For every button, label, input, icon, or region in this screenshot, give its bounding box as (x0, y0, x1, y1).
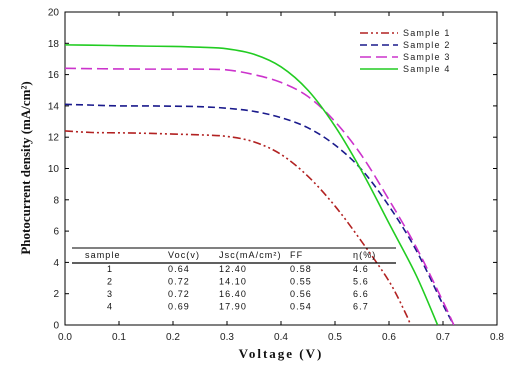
x-tick-label: 0.4 (274, 332, 288, 343)
y-tick-label: 16 (48, 70, 60, 81)
y-tick-label: 18 (48, 39, 60, 50)
x-tick-label: 0.0 (58, 332, 72, 343)
series-line-sample-3 (65, 67, 455, 325)
table-cell: 4.6 (353, 264, 369, 274)
x-tick-label: 0.7 (436, 332, 450, 343)
table-cell: 0.72 (168, 277, 190, 287)
table-cell: 0.64 (168, 264, 190, 274)
y-tick-label: 10 (48, 164, 60, 175)
table-cell: 0.56 (290, 289, 312, 299)
legend-label: Sample 2 (403, 40, 451, 50)
table-cell: 0.58 (290, 264, 312, 274)
legend-label: Sample 3 (403, 52, 451, 62)
axis-tick-labels: 0.0 0.1 0.2 0.3 0.4 0.5 0.6 0.7 0.80246810121416… (48, 8, 505, 344)
y-tick-label: 6 (53, 227, 59, 238)
series-line-sample-2 (65, 103, 455, 325)
y-tick-label: 8 (53, 195, 59, 206)
y-axis-title: Photocurrent density (mA/cm²) (18, 81, 33, 254)
table-header-cell: FF (290, 250, 303, 260)
table-cell: 1 (107, 264, 113, 274)
legend-label: Sample 4 (403, 64, 451, 74)
y-tick-label: 0 (53, 321, 59, 332)
x-tick-label: 0.3 (220, 332, 234, 343)
legend: Sample 1 Sample 2 Sample 3 Sample 4 (360, 28, 451, 74)
table-cell: 2 (107, 277, 113, 287)
series-line-sample-1 (65, 130, 412, 325)
table-cell: 0.54 (290, 302, 312, 312)
table-cell: 6.7 (353, 302, 369, 312)
x-axis-title: Voltage (V) (239, 346, 324, 361)
y-tick-label: 12 (48, 133, 60, 144)
table-cell: 0.72 (168, 289, 190, 299)
table-header-cell: sample (85, 250, 121, 260)
x-tick-label: 0.6 (382, 332, 396, 343)
legend-label: Sample 1 (403, 28, 451, 38)
table-cell: 4 (107, 302, 113, 312)
table-cell: 0.69 (168, 302, 190, 312)
table-cell: 17.90 (219, 302, 247, 312)
table-cell: 12.40 (219, 264, 247, 274)
x-tick-label: 0.1 (112, 332, 126, 343)
y-tick-label: 4 (53, 258, 59, 269)
x-tick-label: 0.5 (328, 332, 342, 343)
table-cell: 5.6 (353, 277, 369, 287)
x-tick-label: 0.8 (490, 332, 504, 343)
y-tick-label: 2 (53, 289, 59, 300)
table-header-cell: η(%) (353, 250, 376, 260)
series-group (65, 44, 455, 325)
y-tick-label: 14 (48, 101, 60, 112)
table-cell: 3 (107, 289, 113, 299)
table-cell: 0.55 (290, 277, 312, 287)
series-line-sample-4 (65, 44, 439, 325)
table-header-cell: Jsc(mA/cm²) (219, 250, 282, 260)
table-cell: 16.40 (219, 289, 247, 299)
axis-ticks (64, 11, 498, 326)
results-table: sample Voc(v) Jsc(mA/cm²) FF η(%) 1 0.64 12.40 0… (72, 247, 396, 312)
y-tick-label: 20 (48, 8, 60, 19)
x-tick-label: 0.2 (166, 332, 180, 343)
table-cell: 14.10 (219, 277, 247, 287)
table-header-cell: Voc(v) (168, 250, 200, 260)
table-cell: 6.6 (353, 289, 369, 299)
